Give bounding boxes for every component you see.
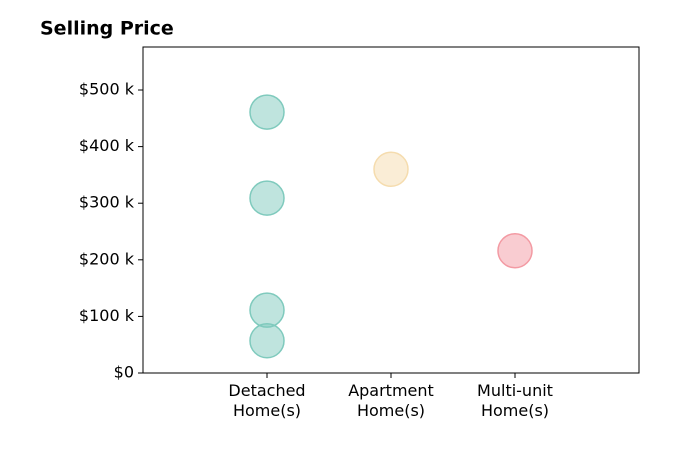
point <box>373 151 409 187</box>
x-tick-label: Apartment Home(s) <box>348 381 434 420</box>
x-tick-label: Detached Home(s) <box>228 381 306 420</box>
y-tick-label: $400 k <box>79 136 135 155</box>
y-tick-label: $200 k <box>79 249 135 268</box>
point <box>249 94 285 130</box>
plot-frame <box>142 46 640 374</box>
y-tick-label: $500 k <box>79 80 135 99</box>
point <box>249 292 285 328</box>
y-tick-label: $100 k <box>79 306 135 325</box>
point <box>497 233 533 269</box>
y-tick-label: $0 <box>114 363 134 382</box>
y-tick-label: $300 k <box>79 193 135 212</box>
chart-title: Selling Price <box>40 18 174 40</box>
point <box>249 322 285 359</box>
x-tick-label: Multi-unit Home(s) <box>477 381 553 420</box>
point <box>249 180 285 216</box>
